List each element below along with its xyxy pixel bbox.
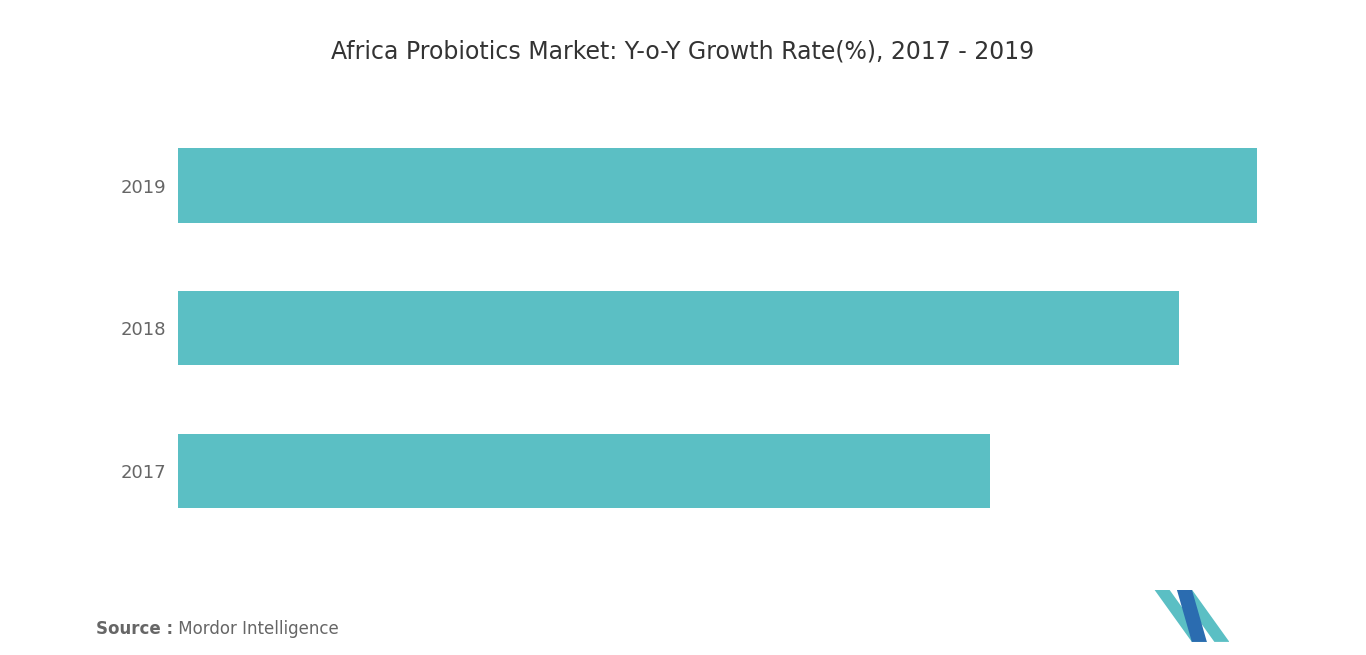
Text: Mordor Intelligence: Mordor Intelligence	[173, 620, 339, 638]
Bar	[178, 291, 1179, 365]
Text: Africa Probiotics Market: Y-o-Y Growth Rate(%), 2017 - 2019: Africa Probiotics Market: Y-o-Y Growth R…	[332, 39, 1034, 64]
Polygon shape	[1154, 590, 1208, 642]
Bar	[178, 149, 1257, 223]
Text: Source :: Source :	[96, 620, 172, 638]
Polygon shape	[1177, 590, 1208, 642]
Polygon shape	[1177, 590, 1229, 642]
Bar	[178, 434, 989, 508]
